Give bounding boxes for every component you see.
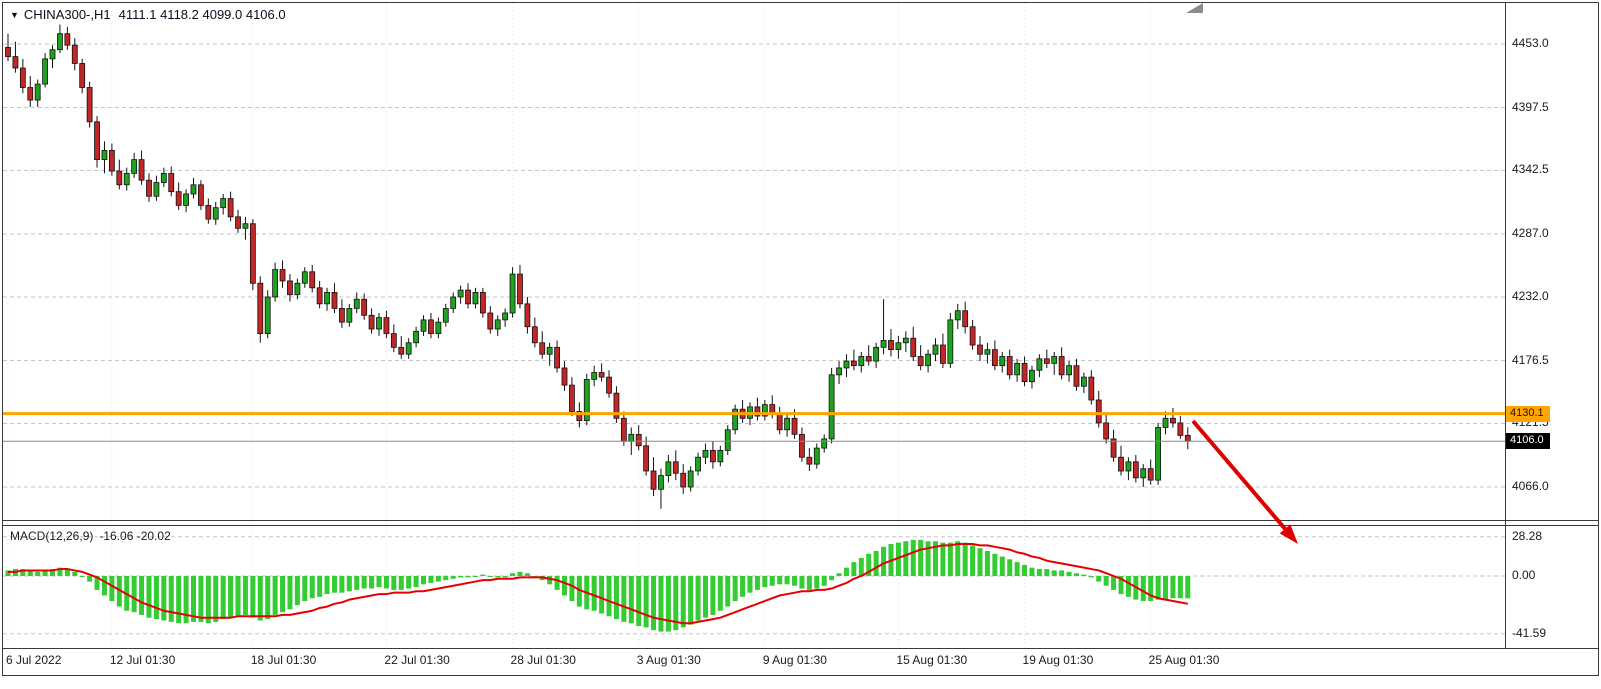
time-axis-label: 9 Aug 01:30 — [762, 653, 827, 667]
time-axis-label: 6 Jul 2022 — [6, 653, 62, 667]
hline-price-tag: 4130.1 — [1506, 405, 1550, 422]
macd-name: MACD(12,26,9) — [10, 529, 94, 543]
ohlc-values: 4111.1 4118.2 4099.0 4106.0 — [118, 7, 286, 22]
macd-values: -16.06 -20.02 — [99, 529, 171, 543]
macd-indicator-label: MACD(12,26,9) -16.06 -20.02 — [10, 529, 171, 543]
price-axis-label: 4397.5 — [1512, 99, 1549, 114]
time-axis-label: 19 Aug 01:30 — [1022, 653, 1094, 667]
time-axis-label: 15 Aug 01:30 — [896, 653, 968, 667]
time-axis-label: 22 Jul 01:30 — [384, 653, 450, 667]
time-axis-label: 3 Aug 01:30 — [636, 653, 701, 667]
chart-title: ▼ CHINA300-,H1 4111.1 4118.2 4099.0 4106.0 — [10, 7, 286, 22]
price-axis-label: 4232.0 — [1512, 288, 1549, 303]
symbol-timeframe-label: CHINA300-,H1 — [23, 7, 111, 22]
macd-signal-line — [8, 543, 1188, 625]
time-axis-label: 18 Jul 01:30 — [250, 653, 317, 667]
macd-series — [5, 539, 1191, 632]
trend-arrow-line[interactable] — [1191, 419, 1287, 531]
candlestick-series — [5, 24, 1191, 509]
time-axis-label: 28 Jul 01:30 — [510, 653, 576, 667]
price-axis-label: 4287.0 — [1512, 226, 1549, 241]
symbol-dropdown-icon[interactable]: ▼ — [10, 10, 19, 20]
macd-axis-label: 28.28 — [1512, 528, 1543, 543]
price-axis-label: 4176.5 — [1512, 352, 1549, 367]
price-axis-label: 4066.0 — [1512, 479, 1549, 493]
gridlines — [3, 3, 1505, 648]
chart-shift-marker-icon[interactable] — [1186, 3, 1203, 13]
current-price-tag: 4106.0 — [1506, 433, 1550, 450]
trend-arrow-head-icon[interactable] — [1279, 524, 1298, 544]
macd-axis-label: 0.00 — [1512, 568, 1536, 582]
time-axis-label: 25 Aug 01:30 — [1148, 653, 1220, 667]
macd-axis-label: -41.59 — [1512, 625, 1547, 640]
price-axis-label: 4342.5 — [1512, 162, 1549, 177]
price-axis-label: 4453.0 — [1512, 36, 1549, 50]
time-axis-label: 12 Jul 01:30 — [109, 653, 176, 667]
panel-borders — [2, 2, 1599, 676]
